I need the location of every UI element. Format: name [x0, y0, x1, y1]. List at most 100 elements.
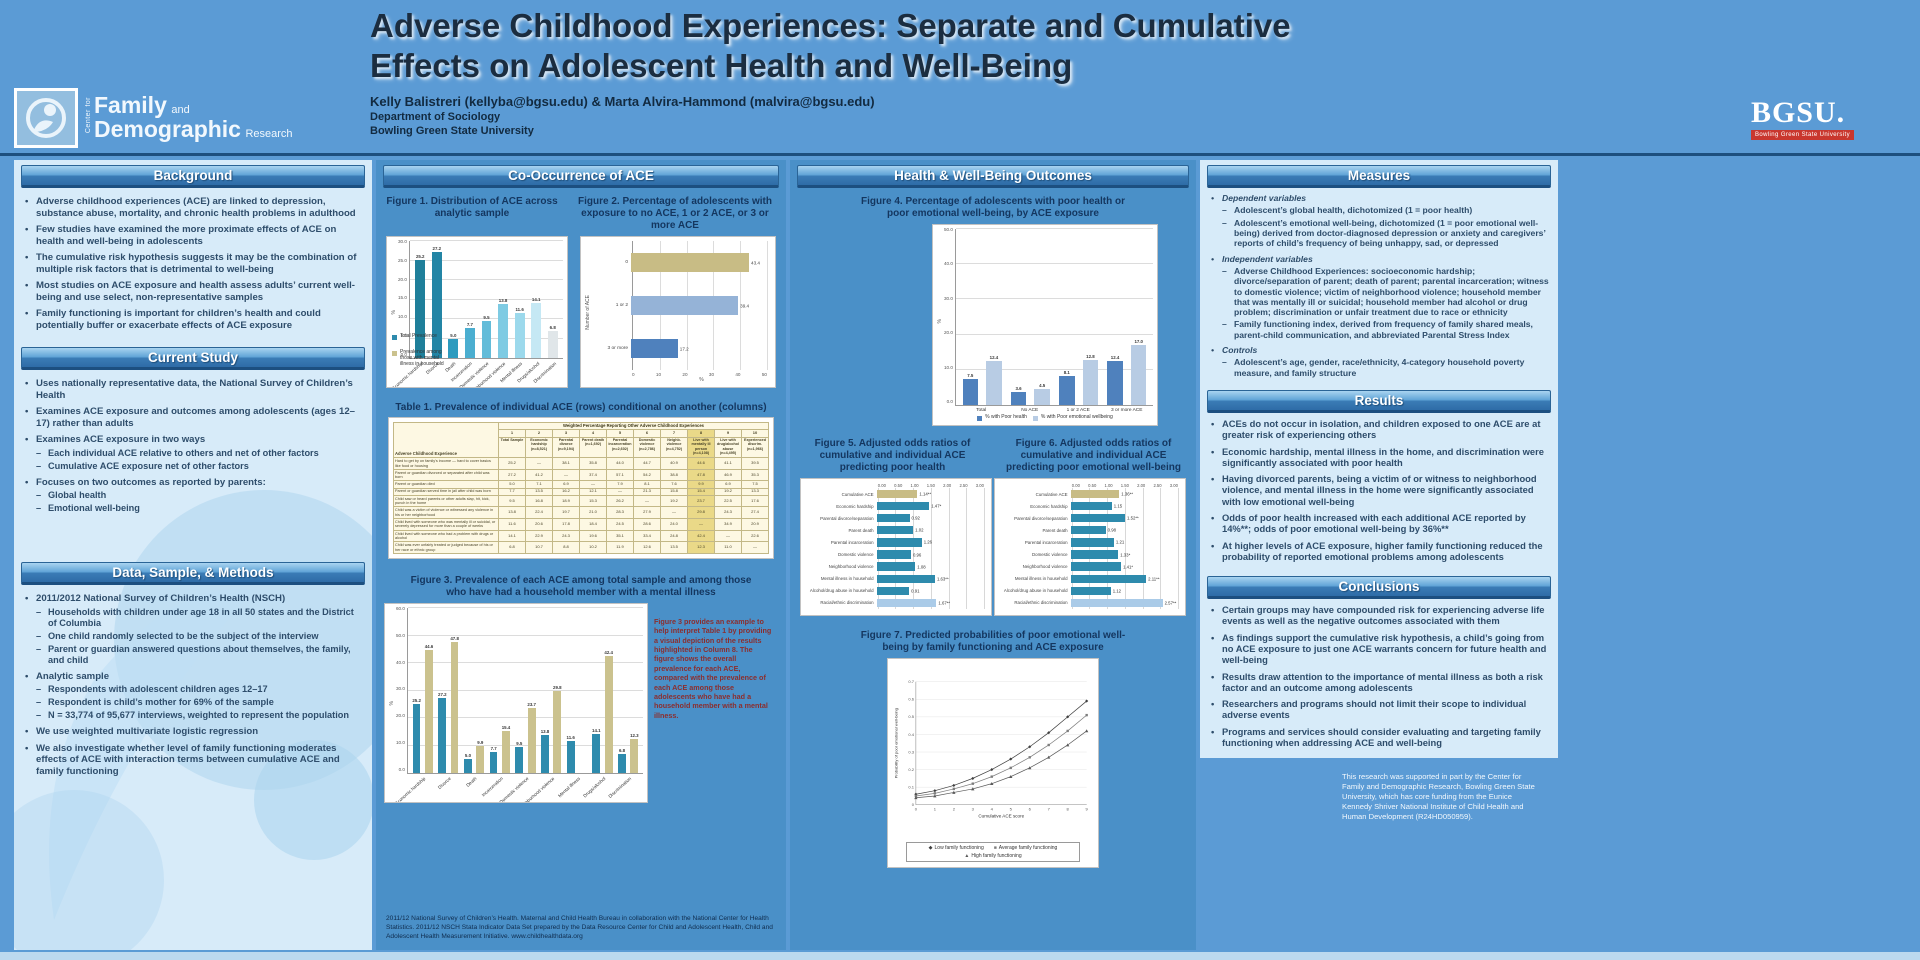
bar-slot: 42.4	[603, 608, 614, 773]
bar	[1070, 550, 1119, 559]
bar-value-label: 1.47*	[931, 503, 942, 509]
department: Department of Sociology	[370, 110, 501, 123]
bar	[876, 562, 916, 571]
bar-track: 39.4	[631, 291, 767, 319]
bgsu-subtitle: Bowling Green State University	[1750, 130, 1854, 140]
figure3-note: Figure 3 provides an example to help int…	[654, 617, 772, 720]
bar-value-label: 9.9	[477, 739, 484, 745]
y-tick-label: 40.0	[396, 659, 405, 665]
bar-track: 1.21	[1070, 536, 1178, 548]
gridline	[407, 717, 643, 718]
sub-bullet-item: Adverse Childhood Experiences: socioecon…	[1207, 266, 1549, 318]
x-tick-label: 0.00	[1071, 483, 1080, 488]
x-tick-label: 4	[991, 806, 994, 811]
legend-item: ■ Average family functioning	[994, 845, 1058, 851]
section-header-co-occurrence: Co-Occurrence of ACE	[383, 165, 779, 188]
sub-bullet-item: Respondent is child’s mother for 69% of …	[21, 697, 363, 708]
line-chart-svg: 0 0.1 0.2 0.3 0.4 0.5 0.6 0.7 0 1 2 3 4 5 6 7 8 9 Cumulati…	[894, 679, 1089, 819]
gridline	[1071, 488, 1073, 609]
y-axis-label: %	[391, 309, 397, 315]
x-axis-labels: Total No ACE 1 or 2 ACE 3 or more ACE	[955, 406, 1153, 413]
chart-legend: ◆ Low family functioning ■ Average family f…	[906, 842, 1080, 862]
table-number-row: 1 2 3 4 5 6 7 8 9 10	[394, 429, 769, 438]
legend-item: ◆ Low family functioning	[929, 845, 984, 851]
sub-bullet-item: One child randomly selected to be the su…	[21, 631, 363, 642]
bullet-item: We use weighted multivariate logistic re…	[21, 726, 363, 738]
x-tick-label: No ACE	[1021, 407, 1039, 413]
bar-slot: 11.6	[512, 241, 527, 358]
row-label: Child was ever unfairly treated or judge…	[393, 541, 499, 554]
bar-slot: 27.2	[437, 608, 448, 773]
cfdr-logo: Center for Family and Demographic Resear…	[14, 88, 293, 148]
x-axis-label: Cumulative ACE score	[978, 814, 1024, 819]
data-point	[1085, 729, 1089, 733]
x-tick-label: 0.50	[1088, 483, 1097, 488]
x-tick-label: Death	[444, 361, 457, 373]
y-tick-label: 0.3	[908, 749, 914, 754]
category-label: 0	[625, 260, 628, 265]
x-tick: 1 or 2 ACE	[1055, 406, 1102, 413]
bar	[876, 538, 922, 547]
bar-track: 43.4	[631, 248, 767, 276]
bar-row: Racial/ethnic discrimination 2.57**	[999, 597, 1178, 609]
table-cell: 54.2	[633, 468, 661, 482]
bar-slot: 12.4	[1104, 229, 1127, 405]
column-number: 4	[579, 429, 607, 438]
bar-track: 1.47*	[876, 500, 984, 512]
bar-slot: 12.8	[1079, 229, 1102, 405]
y-tick-label: 50.0	[396, 632, 405, 638]
x-tick-label: 9	[1086, 806, 1089, 811]
table-name-row: Total Sample Economic hardship (n=8,521) P…	[394, 436, 769, 459]
table-cell: 13.5	[525, 487, 553, 496]
bullet-item: Researchers and programs should not limi…	[1207, 698, 1549, 721]
bar	[876, 598, 937, 607]
table-cell: 42.4	[687, 529, 715, 543]
bullet-item: Examines ACE exposure in two ways	[21, 434, 363, 446]
bar-track: 0.98	[1070, 524, 1178, 536]
y-tick-label: 0.0	[398, 766, 405, 772]
bar-slot: 13.8	[539, 608, 550, 773]
sub-bullet-item: Cumulative ACE exposure net of other fac…	[21, 461, 363, 472]
table-corner-label: Adverse Childhood Experience	[393, 421, 499, 459]
bar-row: Mental illness in household 1.63**	[805, 573, 984, 585]
table-cell: 6.9	[714, 480, 742, 489]
data-point	[933, 792, 937, 795]
bar-track: 0.92	[876, 512, 984, 524]
data-point	[933, 789, 937, 793]
x-tick-label: 10	[655, 372, 662, 377]
bar	[412, 703, 421, 773]
sub-bullet-item: Adolescent’s age, gender, race/ethnicity…	[1207, 357, 1549, 378]
chart-legend: Total Prevalence Prevalence among those w…	[389, 320, 445, 960]
bar	[1107, 361, 1123, 405]
table-cell: 44.0	[606, 457, 634, 470]
figure5-chart: 0.00 0.50 1.00 1.50 2.00 2.50 3.00 Cumulative A…	[800, 478, 992, 616]
bar-row: Domestic violence 0.96	[805, 548, 984, 560]
bar-value-label: 29.8	[553, 685, 562, 691]
bar-group: 12.4 17.0	[1104, 229, 1150, 405]
section-header-conclusions: Conclusions	[1207, 576, 1551, 600]
bar-slot: 9.5	[479, 241, 494, 358]
y-tick-label: 40.0	[944, 261, 953, 267]
table-row: Child lived with someone who had a probl…	[393, 529, 769, 543]
bar-row: Parent death 1.02	[805, 524, 984, 536]
bar-value-label: 23.7	[527, 701, 536, 707]
table-cell: 7.9	[606, 480, 634, 489]
data-point	[1047, 731, 1051, 735]
bar-group: 5.0 9.9	[462, 608, 486, 773]
legend-swatch	[977, 416, 983, 421]
bar-value-label: 0.96	[912, 552, 922, 558]
bullet-item: Having divorced parents, being a victim …	[1207, 473, 1549, 507]
measures-bullets: Dependent variablesAdolescent’s global h…	[1200, 193, 1558, 378]
table-cell: 15.4	[687, 487, 715, 496]
bar	[1131, 345, 1147, 405]
x-tick-label: 2.00	[1137, 483, 1146, 488]
bar-slot	[577, 608, 588, 773]
table-cell: 13.8	[498, 506, 526, 519]
x-tick-label: 1.50	[1120, 483, 1129, 488]
table-cell: 28.3	[606, 506, 634, 519]
table-cell: 7.7	[498, 487, 526, 496]
bar-row: 1 or 2 39.4	[592, 291, 771, 319]
bar	[515, 746, 524, 773]
data-point	[1047, 743, 1050, 747]
y-tick-label: 0.7	[908, 679, 914, 684]
